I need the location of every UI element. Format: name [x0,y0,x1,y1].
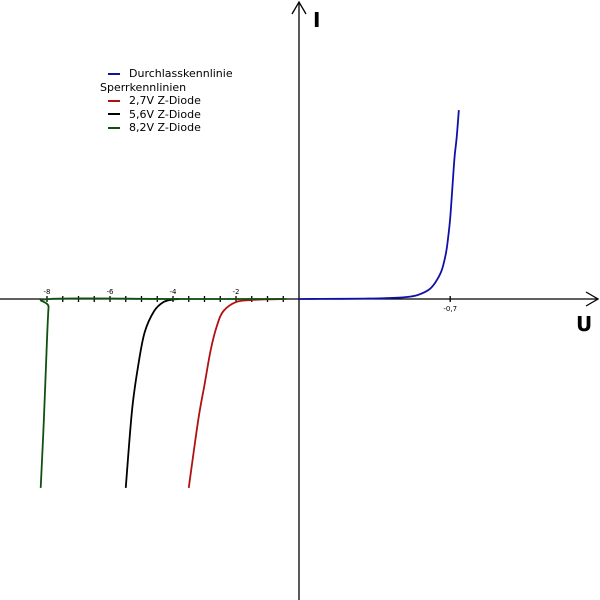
x-tick-label: -0,7 [443,305,457,313]
legend-entry-forward: Durchlasskennlinie [100,67,233,81]
x-tick-label: -2 [233,288,240,296]
series-line-1 [187,298,284,488]
series-line-3 [39,297,287,488]
legend-swatch [108,99,120,102]
legend: Durchlasskennlinie Sperrkennlinien 2,7V … [100,67,233,135]
legend-label: 5,6V Z-Diode [129,107,201,121]
legend-heading-reverse: Sperrkennlinien [100,81,233,95]
legend-entry-2-7v: 2,7V Z-Diode [100,94,233,108]
series-line-0 [298,110,460,300]
curves [39,110,460,488]
legend-swatch [108,113,120,116]
y-axis-title: I [313,8,320,32]
y-axis-arrow [291,0,307,15]
x-axis-arrow [585,291,600,307]
tick-labels: -8 -6 -4 -2 -0,7 [44,288,458,313]
x-tick-label: -4 [170,288,178,296]
series-line-2 [124,298,180,488]
legend-swatch [108,72,120,75]
legend-label: 2,7V Z-Diode [129,94,201,107]
legend-label: Durchlasskennlinie [129,67,233,80]
x-tick-label: -6 [107,288,115,296]
x-axis-title: U [576,312,592,336]
legend-label: 8,2V Z-Diode [129,121,201,134]
legend-entry-8-2v: 8,2V Z-Diode [100,121,233,135]
legend-heading: Sperrkennlinien [100,80,187,94]
legend-entry-5-6v: 5,6V Z-Diode [100,108,233,122]
x-tick-label: -8 [44,288,51,296]
legend-swatch [108,126,120,129]
